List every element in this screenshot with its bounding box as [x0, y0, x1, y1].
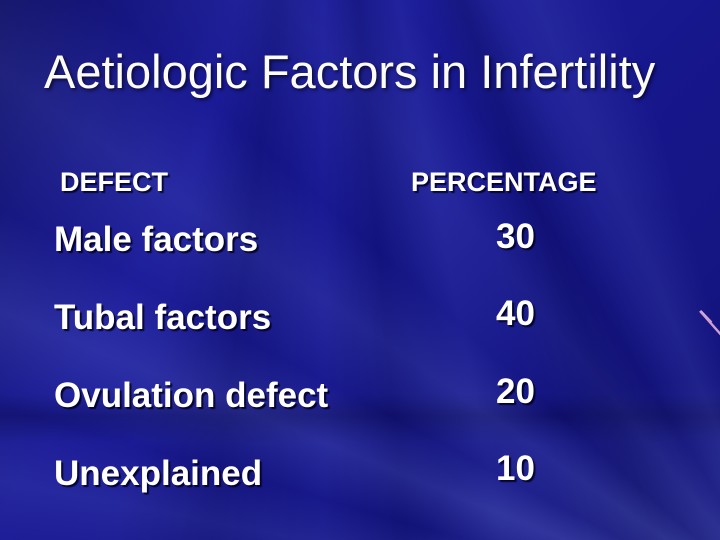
table-row-value-tubal-factors: 40: [496, 294, 535, 333]
table-row-label-ovulation-defect: Ovulation defect: [54, 376, 329, 415]
table-row-value-ovulation-defect: 20: [496, 372, 535, 411]
table-row-label-unexplained: Unexplained: [54, 454, 263, 493]
column-header-percentage: PERCENTAGE: [411, 167, 597, 197]
table-row-label-tubal-factors: Tubal factors: [54, 298, 272, 337]
column-header-defect: DEFECT: [60, 167, 168, 197]
slide-title: Aetiologic Factors in Infertility: [44, 45, 656, 98]
table-row-value-male-factors: 30: [496, 217, 535, 256]
table-row-label-male-factors: Male factors: [54, 220, 259, 259]
table-row-value-unexplained: 10: [496, 449, 535, 488]
